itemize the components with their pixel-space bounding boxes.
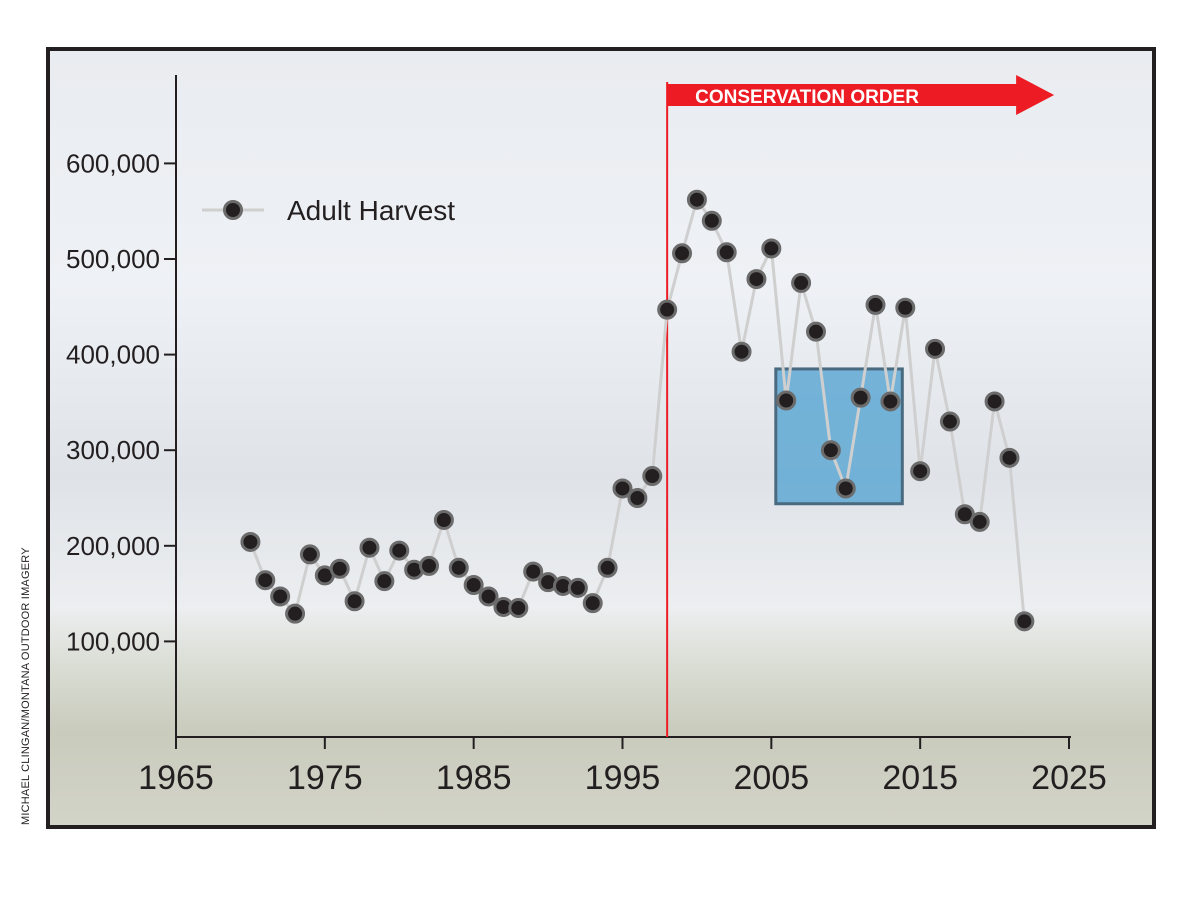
data-point xyxy=(731,341,752,362)
data-point xyxy=(761,238,782,259)
x-tick-label: 1995 xyxy=(585,759,661,797)
data-point xyxy=(1014,611,1035,632)
series-line xyxy=(249,196,1026,622)
y-tick-label: 200,000 xyxy=(66,531,160,561)
x-tick-label: 2015 xyxy=(882,759,958,797)
data-point xyxy=(910,461,931,482)
data-point xyxy=(939,411,960,432)
data-point xyxy=(270,586,291,607)
data-point xyxy=(657,299,678,320)
data-point xyxy=(686,189,707,210)
photo-credit: MICHAEL CLINGAN/MONTANA OUTDOOR IMAGERY xyxy=(20,547,32,825)
data-point xyxy=(419,555,440,576)
data-point xyxy=(850,387,871,408)
data-point xyxy=(895,297,916,318)
data-point xyxy=(612,478,633,499)
y-tick-label: 300,000 xyxy=(66,435,160,465)
y-tick-label: 600,000 xyxy=(66,148,160,178)
chart-frame xyxy=(46,47,1156,829)
data-point xyxy=(627,488,648,508)
data-point xyxy=(523,561,544,582)
data-point xyxy=(746,269,767,290)
data-point xyxy=(508,597,529,618)
data-point xyxy=(999,447,1020,468)
data-point xyxy=(285,603,306,624)
legend-marker xyxy=(223,200,243,220)
data-point xyxy=(865,294,886,315)
conservation-order-label: CONSERVATION ORDER xyxy=(695,87,919,108)
data-point xyxy=(433,509,454,530)
y-tick-label: 100,000 xyxy=(66,626,160,656)
data-point xyxy=(835,478,856,499)
x-tick-label: 1985 xyxy=(436,759,512,797)
data-point xyxy=(344,591,365,612)
data-point xyxy=(299,544,320,565)
data-point xyxy=(642,466,663,487)
data-point xyxy=(925,338,946,359)
data-point xyxy=(984,391,1005,412)
data-point xyxy=(805,321,826,342)
y-tick-label: 500,000 xyxy=(66,244,160,274)
data-point xyxy=(374,571,395,592)
data-point xyxy=(820,440,841,461)
data-point xyxy=(255,570,276,591)
x-tick-label: 2005 xyxy=(734,759,810,797)
data-point xyxy=(240,531,261,552)
data-point xyxy=(672,243,693,264)
data-point xyxy=(448,557,469,578)
data-point xyxy=(716,242,737,263)
data-point xyxy=(582,593,603,614)
x-tick-label: 1975 xyxy=(287,759,363,797)
x-tick-label: 1965 xyxy=(138,759,214,797)
data-point xyxy=(776,390,797,411)
data-point xyxy=(478,586,499,607)
data-point xyxy=(791,272,812,293)
data-point xyxy=(701,210,722,231)
data-point xyxy=(389,540,410,561)
data-point xyxy=(880,391,901,412)
data-point xyxy=(567,577,588,598)
conservation-order-arrow xyxy=(667,75,1055,115)
x-tick-label: 2025 xyxy=(1031,759,1107,797)
data-point xyxy=(463,574,484,595)
y-tick-label: 400,000 xyxy=(66,340,160,370)
data-point xyxy=(597,557,618,578)
legend-label: Adult Harvest xyxy=(287,195,455,226)
data-point xyxy=(969,511,990,532)
data-point xyxy=(329,558,350,579)
data-point xyxy=(359,537,380,558)
